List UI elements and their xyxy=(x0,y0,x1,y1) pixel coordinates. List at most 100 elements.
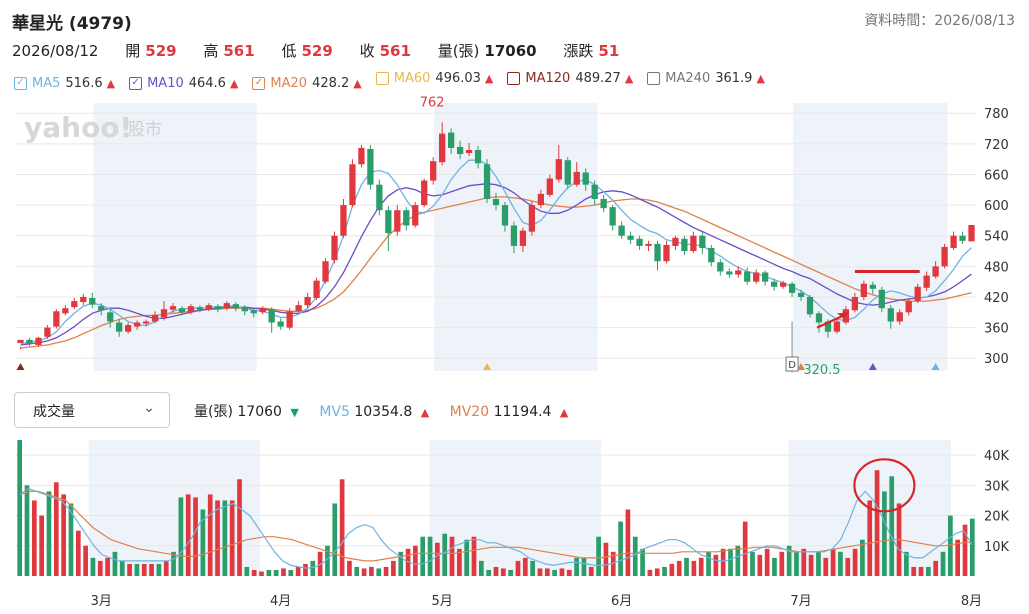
candle-body xyxy=(753,272,760,282)
vol-label: 量(張) xyxy=(194,404,233,420)
candle-body xyxy=(941,246,948,267)
price-chart[interactable]: 300 360 420 480 540 600 660 720 780 yahoo!股市 762 32… xyxy=(0,95,1029,380)
checkbox-icon[interactable] xyxy=(507,72,521,85)
volume-bar xyxy=(464,539,470,576)
candle-body xyxy=(412,205,419,226)
ma-legend-item[interactable]: ✓ MA5 516.6 ▲ xyxy=(14,76,115,91)
candle-body xyxy=(959,235,966,241)
indicator-select[interactable]: 成交量 ⌄ xyxy=(14,392,170,428)
volume-bar xyxy=(632,536,638,576)
candle-body xyxy=(878,289,885,309)
volume-bar xyxy=(156,563,162,576)
candle-body xyxy=(483,164,491,199)
volume-chart[interactable]: 10K 20K 30K 40K 3月 4月 5月 6月 7月 8月 xyxy=(0,436,1029,612)
candle-body xyxy=(923,275,930,288)
volume-bar xyxy=(273,569,279,576)
candle-body xyxy=(699,235,706,248)
candle-body xyxy=(430,161,437,181)
volume-bar xyxy=(860,539,865,576)
candle-body xyxy=(331,235,338,261)
volume-bar xyxy=(68,503,74,576)
candle-body xyxy=(421,180,428,206)
candle-body xyxy=(564,160,571,185)
candle-body xyxy=(151,314,159,322)
volume-bar xyxy=(193,497,198,576)
month-band xyxy=(793,103,948,371)
ma-legend-item[interactable]: ✓ MA20 428.2 ▲ xyxy=(252,76,362,91)
volume-bar xyxy=(581,557,587,576)
ma-value: 489.27 xyxy=(575,71,621,86)
ma-legend: ✓ MA5 516.6 ▲ ✓ MA10 464.6 ▲ ✓ MA20 428.2 ▲ MA60 496.… xyxy=(14,71,779,91)
month-band xyxy=(429,440,602,576)
y-tick-label: 600 xyxy=(984,199,1009,214)
volume-value: 17060 xyxy=(484,42,537,60)
volume-bar xyxy=(141,563,147,576)
volume-bar xyxy=(618,521,623,576)
volume-bar xyxy=(295,566,301,576)
volume-bar xyxy=(588,566,594,576)
up-triangle-icon: ▲ xyxy=(624,72,634,85)
ma-legend-item[interactable]: MA60 496.03 ▲ xyxy=(375,71,493,86)
volume-bar xyxy=(647,569,653,576)
volume-bar xyxy=(640,548,645,576)
candle-body xyxy=(205,305,213,310)
candle-body xyxy=(770,281,778,287)
candle-body xyxy=(851,296,859,311)
candle-body xyxy=(591,184,598,199)
checkbox-icon[interactable] xyxy=(375,72,389,85)
event-marker-label: D xyxy=(788,360,796,371)
arrow-icon xyxy=(816,314,845,329)
checkbox-icon[interactable] xyxy=(647,72,661,85)
quote-date: 2026/08/12 xyxy=(12,42,99,60)
volume-bar xyxy=(530,560,535,576)
watermark-logo: yahoo! xyxy=(24,111,132,144)
checkbox-icon[interactable]: ✓ xyxy=(14,76,27,90)
volume-bar xyxy=(178,497,184,576)
candle-body xyxy=(555,159,562,180)
candle-body xyxy=(968,225,975,242)
volume-bar xyxy=(515,560,521,576)
volume-bar xyxy=(442,533,448,576)
volume-bar xyxy=(852,548,858,576)
candle-body xyxy=(160,309,168,318)
volume-bar xyxy=(867,500,873,576)
volume-bar xyxy=(427,536,433,576)
ma-value: 361.9 xyxy=(715,71,753,86)
checkbox-icon[interactable]: ✓ xyxy=(129,76,143,90)
volume-bar xyxy=(522,557,528,576)
volume-bar xyxy=(244,566,250,576)
volume-bar xyxy=(339,479,345,576)
candle-body xyxy=(62,308,69,314)
volume-bar xyxy=(215,500,220,576)
volume-label: 量(張) xyxy=(437,42,480,60)
mv20-value: 11194.4 xyxy=(493,404,552,420)
ma-legend-item[interactable]: ✓ MA10 464.6 ▲ xyxy=(129,76,238,91)
candle-body xyxy=(89,298,96,305)
volume-bar xyxy=(904,551,909,576)
volume-bar xyxy=(603,542,609,576)
ma-marker-icon xyxy=(483,363,492,370)
checkbox-icon[interactable]: ✓ xyxy=(252,76,266,90)
volume-bar xyxy=(720,548,726,576)
volume-bar xyxy=(83,545,88,576)
candle-body xyxy=(295,305,302,312)
volume-bar xyxy=(537,568,543,576)
candle-body xyxy=(905,301,912,313)
ma-legend-item[interactable]: MA120 489.27 ▲ xyxy=(507,71,633,86)
candle-body xyxy=(815,313,823,323)
volume-bar xyxy=(75,530,81,576)
watermark-sub: 股市 xyxy=(128,120,162,140)
candle-body xyxy=(950,235,957,248)
ma-legend-item[interactable]: MA240 361.9 ▲ xyxy=(647,71,765,86)
volume-bar xyxy=(457,548,462,576)
quote-high: 高 561 xyxy=(203,42,254,60)
volume-bar xyxy=(281,568,286,576)
candle-body xyxy=(582,172,589,185)
low-label: 低 xyxy=(281,42,297,60)
volume-bar xyxy=(838,551,843,576)
quote-close: 收 561 xyxy=(360,42,411,60)
volume-bar xyxy=(119,560,125,576)
x-tick-label: 8月 xyxy=(961,594,982,609)
volume-bar xyxy=(654,568,660,576)
y-tick-label: 480 xyxy=(984,260,1009,275)
